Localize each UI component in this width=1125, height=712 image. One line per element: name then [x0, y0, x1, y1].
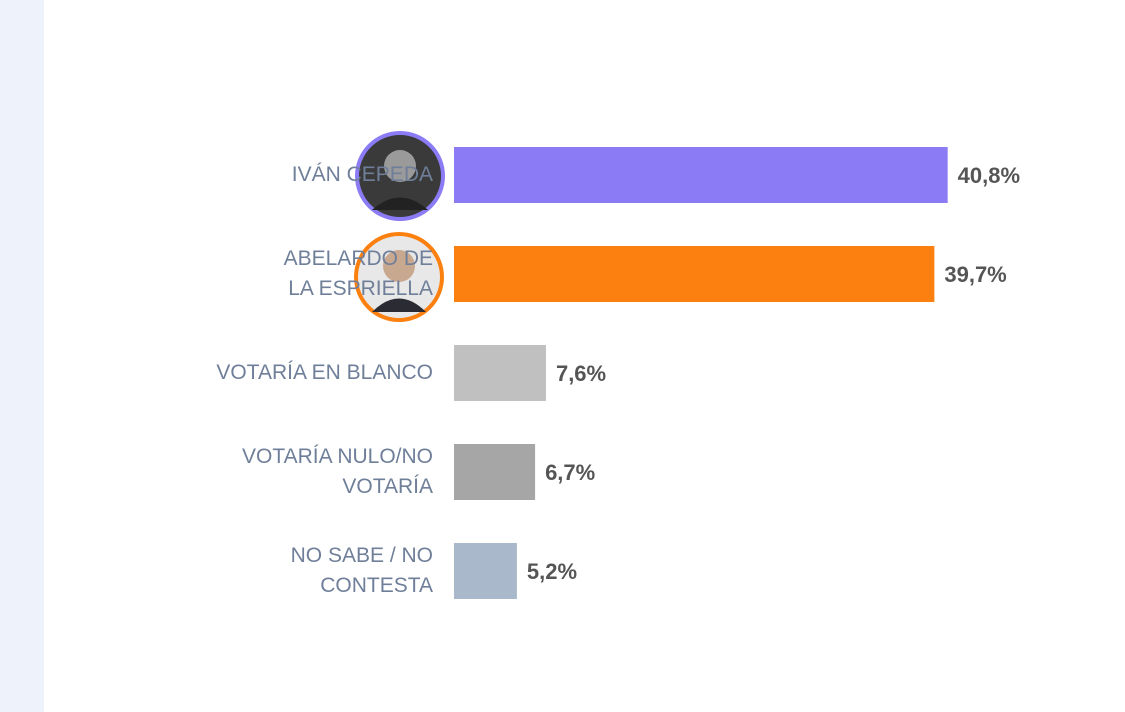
bar: [454, 345, 546, 401]
category-label: ABELARDO DE LA ESPRIELLA: [283, 247, 433, 300]
value-label: 6,7%: [545, 460, 595, 485]
value-label: 5,2%: [527, 559, 577, 584]
bar: [454, 543, 517, 599]
category-label: VOTARÍA EN BLANCO: [216, 361, 433, 384]
bar: [454, 147, 948, 203]
sidebar: [0, 0, 44, 712]
category-label: NO SABE / NO CONTESTA: [290, 544, 433, 597]
category-label: IVÁN CEPEDA: [291, 163, 433, 186]
bar: [454, 444, 536, 500]
value-label: 39,7%: [944, 262, 1006, 287]
bar: [454, 246, 935, 302]
value-label: 7,6%: [556, 361, 606, 386]
value-label: 40,8%: [958, 163, 1020, 188]
category-label: VOTARÍA NULO/NO VOTARÍA: [242, 445, 433, 498]
candidate-photo: [355, 131, 445, 221]
candidate-photo: [354, 232, 444, 322]
